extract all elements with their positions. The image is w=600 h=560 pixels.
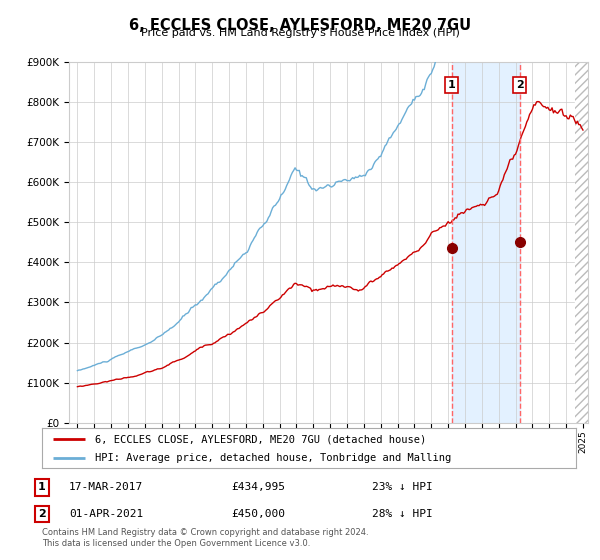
Bar: [575, 62, 592, 423]
Text: £434,995: £434,995: [231, 482, 285, 492]
Text: 2: 2: [38, 509, 46, 519]
Text: 23% ↓ HPI: 23% ↓ HPI: [372, 482, 433, 492]
Text: 28% ↓ HPI: 28% ↓ HPI: [372, 509, 433, 519]
Text: 6, ECCLES CLOSE, AYLESFORD, ME20 7GU: 6, ECCLES CLOSE, AYLESFORD, ME20 7GU: [129, 18, 471, 33]
Bar: [575, 62, 592, 423]
Text: 1: 1: [448, 80, 455, 90]
Text: HPI: Average price, detached house, Tonbridge and Malling: HPI: Average price, detached house, Tonb…: [95, 453, 452, 463]
Text: 2: 2: [516, 80, 524, 90]
Text: 17-MAR-2017: 17-MAR-2017: [69, 482, 143, 492]
Text: 1: 1: [38, 482, 46, 492]
Text: £450,000: £450,000: [231, 509, 285, 519]
Text: 01-APR-2021: 01-APR-2021: [69, 509, 143, 519]
Text: Price paid vs. HM Land Registry's House Price Index (HPI): Price paid vs. HM Land Registry's House …: [140, 28, 460, 38]
Text: Contains HM Land Registry data © Crown copyright and database right 2024.
This d: Contains HM Land Registry data © Crown c…: [42, 528, 368, 548]
Bar: [452, 62, 520, 423]
Text: 6, ECCLES CLOSE, AYLESFORD, ME20 7GU (detached house): 6, ECCLES CLOSE, AYLESFORD, ME20 7GU (de…: [95, 435, 427, 445]
